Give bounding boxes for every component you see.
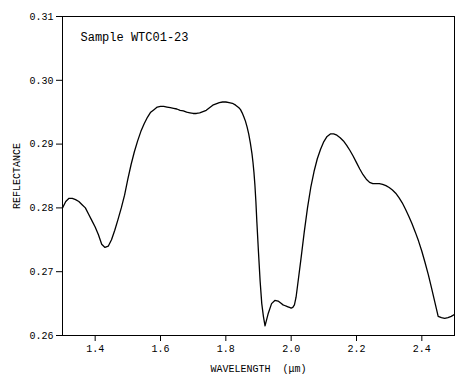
svg-text:1.4: 1.4	[86, 344, 104, 355]
svg-text:2.0: 2.0	[282, 344, 300, 355]
svg-text:REFLECTANCE: REFLECTANCE	[12, 143, 23, 209]
svg-text:1.6: 1.6	[151, 344, 169, 355]
svg-text:WAVELENGTH (μm): WAVELENGTH (μm)	[210, 364, 306, 375]
svg-text:0.31: 0.31	[29, 12, 53, 23]
svg-text:0.26: 0.26	[29, 331, 53, 342]
svg-text:0.27: 0.27	[29, 267, 53, 278]
svg-text:0.30: 0.30	[29, 76, 53, 87]
svg-text:1.8: 1.8	[217, 344, 235, 355]
svg-text:2.2: 2.2	[347, 344, 365, 355]
svg-text:0.28: 0.28	[29, 203, 53, 214]
svg-text:0.29: 0.29	[29, 139, 53, 150]
svg-text:Sample WTC01-23: Sample WTC01-23	[81, 31, 189, 45]
svg-text:2.4: 2.4	[413, 344, 431, 355]
